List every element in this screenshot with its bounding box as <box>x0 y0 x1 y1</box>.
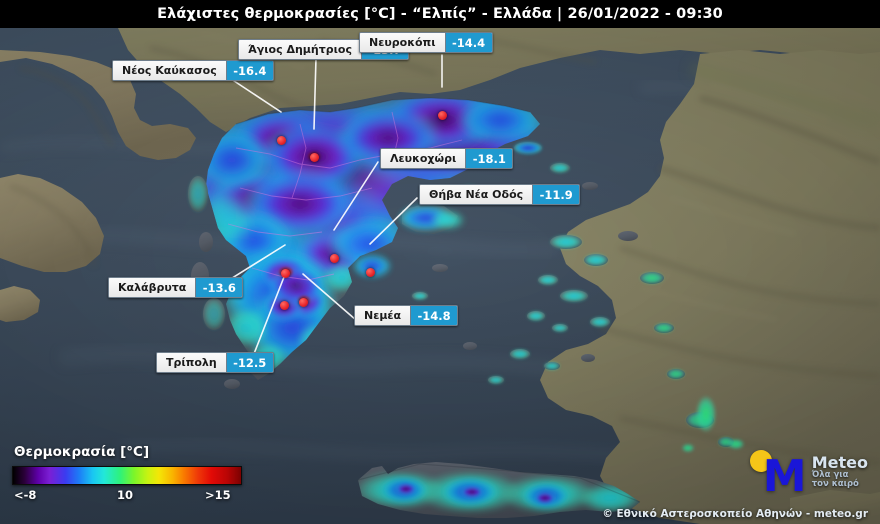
station-marker-dot[interactable] <box>437 110 447 120</box>
station-value-badge: -14.4 <box>444 33 492 52</box>
station-marker-dot[interactable] <box>280 268 290 278</box>
station-marker-dot[interactable] <box>298 297 308 307</box>
station-marker-dot[interactable] <box>276 135 286 145</box>
turkey-landmass <box>540 50 880 524</box>
station-label-box[interactable]: Θήβα Νέα Οδός -11.9 <box>419 184 581 205</box>
dodecanese-islands <box>682 396 744 452</box>
station-value-badge: -12.5 <box>225 353 273 372</box>
temperature-legend: Θερμοκρασία [°C] <-8 10 >15 <box>12 444 252 504</box>
copyright-text: © Εθνικό Αστεροσκοπείο Αθηνών - meteo.gr <box>602 508 868 520</box>
station-label[interactable]: Νέος Καύκασος -16.4 <box>112 60 274 81</box>
italy-landmass <box>0 50 196 322</box>
station-label-box[interactable]: Νεμέα -14.8 <box>354 305 459 326</box>
temperature-field-crete <box>358 472 640 512</box>
station-label[interactable]: Καλάβρυτα -13.6 <box>108 277 244 298</box>
station-name: Νεμέα <box>355 306 411 325</box>
brand-name: Meteo <box>811 452 868 472</box>
logo-mark: M <box>749 449 807 502</box>
station-value-badge: -13.6 <box>195 278 243 297</box>
station-label[interactable]: Θήβα Νέα Οδός -11.9 <box>419 184 581 205</box>
station-label-box[interactable]: Νέος Καύκασος -16.4 <box>112 60 274 81</box>
logo-m-letter: M <box>762 451 807 502</box>
sun-icon <box>749 450 772 472</box>
station-name: Θήβα Νέα Οδός <box>420 185 533 204</box>
station-label-box[interactable]: Καλάβρυτα -13.6 <box>108 277 244 298</box>
station-name: Τρίπολη <box>157 353 226 372</box>
station-marker-dot[interactable] <box>279 300 289 310</box>
southeast-landmass <box>790 490 880 524</box>
colorbar-ticks: <-8 10 >15 <box>12 488 240 504</box>
meteo-logo[interactable]: M Meteo Όλα για τον καιρό <box>749 449 868 502</box>
station-value-badge: -14.8 <box>410 306 458 325</box>
logo-wordmark: Meteo Όλα για τον καιρό <box>811 452 868 490</box>
station-name: Καλάβρυτα <box>109 278 196 297</box>
station-value-badge: -18.1 <box>465 149 513 168</box>
station-label[interactable]: Νευροκόπι -14.4 <box>359 32 493 53</box>
legend-title: Θερμοκρασία [°C] <box>14 444 150 460</box>
station-value-badge: -11.9 <box>532 185 580 204</box>
station-name: Άγιος Δημήτριος <box>239 40 361 59</box>
station-marker-dot[interactable] <box>309 152 319 162</box>
title-bar: Ελάχιστες θερμοκρασίες [°C] - “Ελπίς” - … <box>0 0 880 28</box>
station-label-box[interactable]: Λευκοχώρι -18.1 <box>380 148 514 169</box>
page-title: Ελάχιστες θερμοκρασίες [°C] - “Ελπίς” - … <box>157 6 723 22</box>
tagline-line-2: τον καιρό <box>811 479 859 490</box>
tagline-line-1: Όλα για <box>811 470 849 481</box>
colorbar <box>12 466 242 485</box>
station-label-box[interactable]: Τρίπολη -12.5 <box>156 352 274 373</box>
colorbar-tick-min: <-8 <box>14 488 37 502</box>
station-name: Νέος Καύκασος <box>113 61 226 80</box>
station-name: Λευκοχώρι <box>381 149 466 168</box>
colorbar-tick-max: >15 <box>205 488 231 502</box>
map-graphic <box>0 28 880 524</box>
station-marker-dot[interactable] <box>329 253 339 263</box>
turkey-relief <box>599 82 880 465</box>
colorbar-tick-mid: 10 <box>117 488 134 502</box>
station-marker-dot[interactable] <box>365 267 375 277</box>
coastlines <box>235 97 641 503</box>
station-name: Νευροκόπι <box>360 33 445 52</box>
station-label[interactable]: Τρίπολη -12.5 <box>156 352 274 373</box>
station-label-box[interactable]: Νευροκόπι -14.4 <box>359 32 493 53</box>
station-label[interactable]: Νεμέα -14.8 <box>354 305 459 326</box>
station-value-badge: -16.4 <box>225 61 273 80</box>
station-label[interactable]: Λευκοχώρι -18.1 <box>380 148 514 169</box>
